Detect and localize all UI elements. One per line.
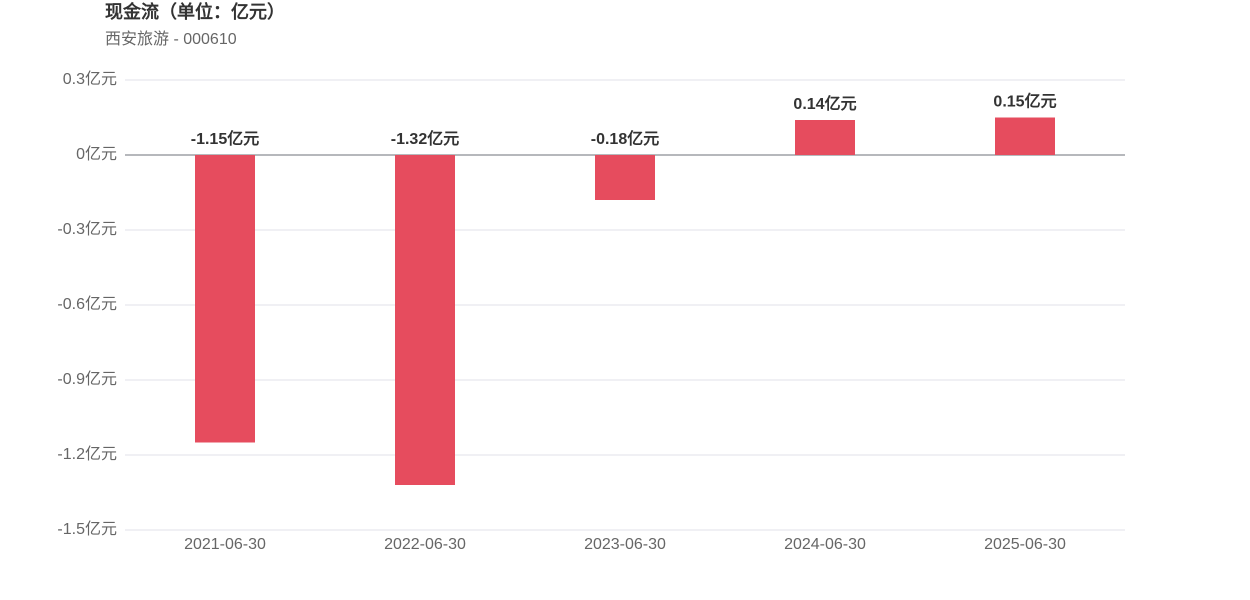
value-label: -0.18亿元 (591, 129, 659, 148)
value-label: -1.32亿元 (391, 129, 459, 148)
value-label: 0.14亿元 (793, 94, 856, 113)
y-tick-label: -1.2亿元 (57, 445, 117, 463)
y-tick-label: 0亿元 (76, 145, 117, 163)
y-tick-label: -0.6亿元 (57, 295, 117, 313)
y-tick-label: -0.9亿元 (57, 370, 117, 388)
y-tick-label: -0.3亿元 (57, 220, 117, 238)
bar (995, 117, 1055, 155)
x-tick-label: 2022-06-30 (384, 536, 466, 553)
bar (395, 155, 455, 485)
x-tick-label: 2021-06-30 (184, 536, 266, 553)
bar (795, 120, 855, 155)
value-label: -1.15亿元 (191, 129, 259, 148)
bar (195, 155, 255, 443)
y-tick-label: 0.3亿元 (63, 70, 117, 88)
value-label: 0.15亿元 (993, 92, 1056, 111)
bar (595, 155, 655, 200)
y-tick-label: -1.5亿元 (57, 520, 117, 538)
x-tick-label: 2025-06-30 (984, 536, 1066, 553)
x-tick-label: 2024-06-30 (784, 536, 866, 553)
chart-title: 现金流（单位：亿元） (105, 1, 285, 22)
chart-subtitle: 西安旅游 - 000610 (105, 30, 237, 48)
x-tick-label: 2023-06-30 (584, 536, 666, 553)
